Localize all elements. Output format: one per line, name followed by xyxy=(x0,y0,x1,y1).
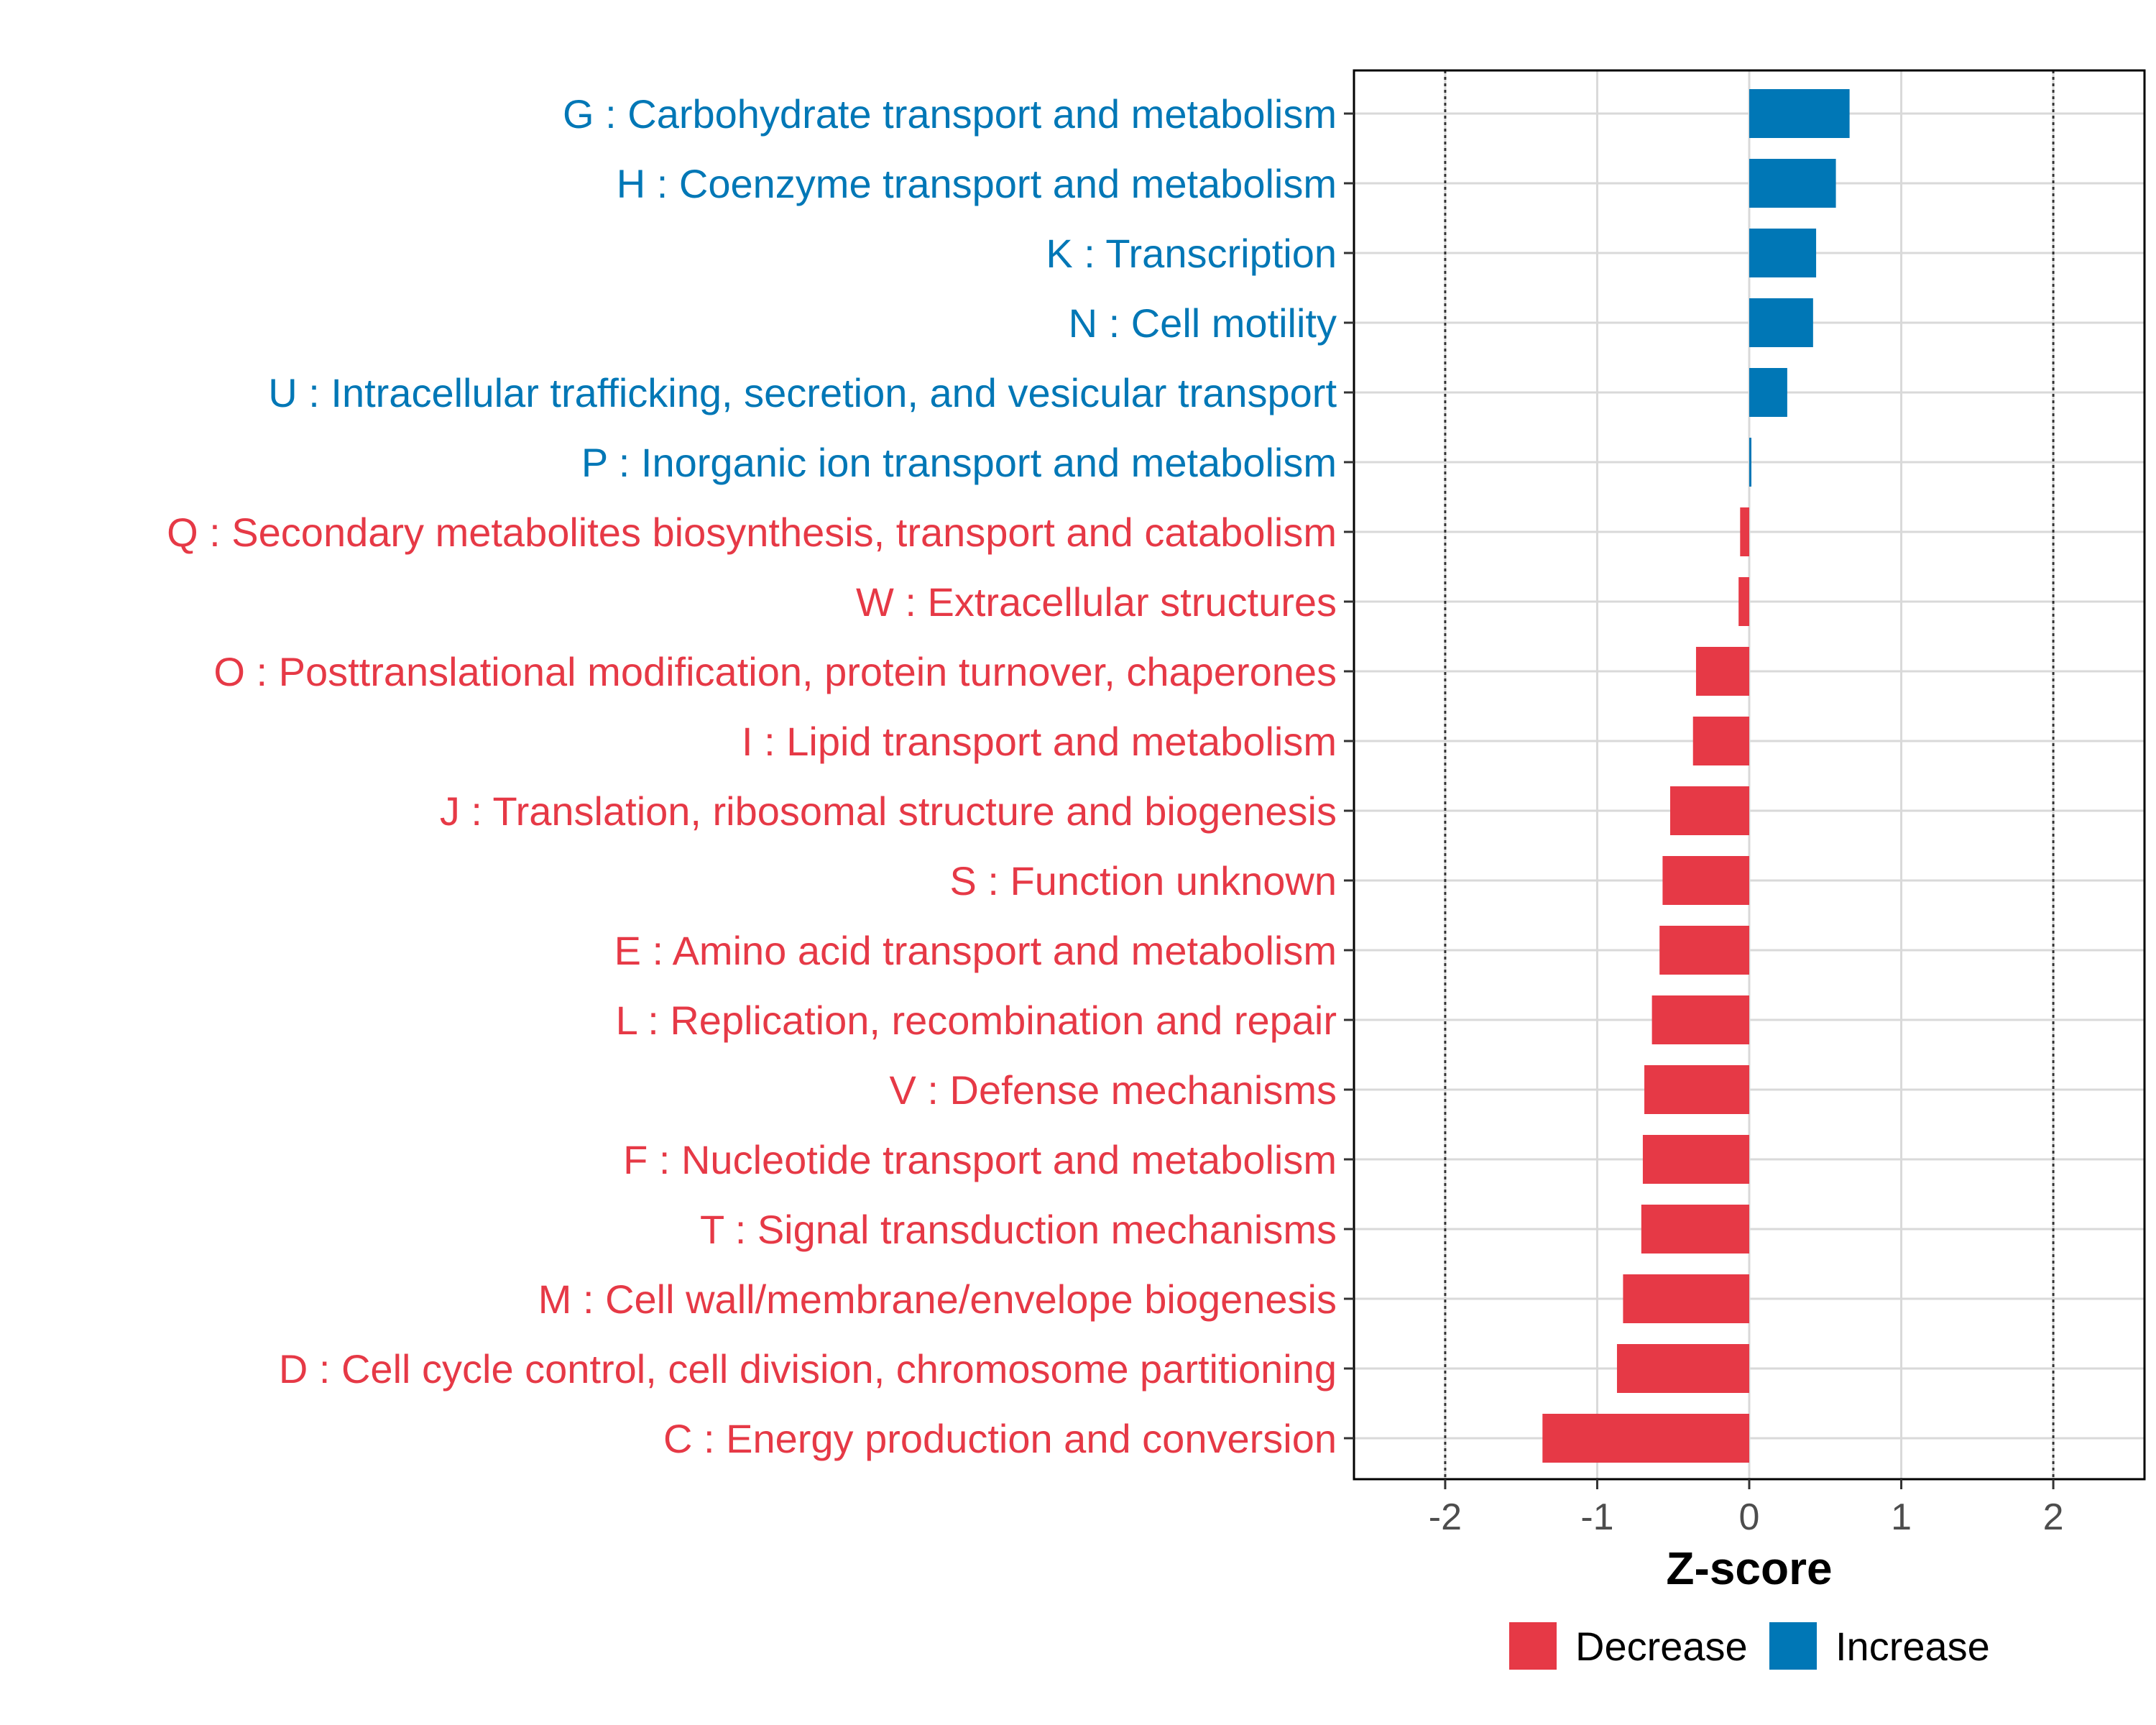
x-tick-label: -2 xyxy=(1429,1496,1462,1538)
bar xyxy=(1740,507,1749,556)
bar xyxy=(1749,89,1850,138)
category-label: S : Function unknown xyxy=(949,858,1337,903)
bar xyxy=(1623,1274,1749,1323)
bar xyxy=(1642,1135,1749,1184)
category-label: U : Intracellular trafficking, secretion… xyxy=(268,370,1337,415)
category-label: M : Cell wall/membrane/envelope biogenes… xyxy=(538,1276,1337,1322)
x-tick-label: 0 xyxy=(1739,1496,1760,1538)
category-label: D : Cell cycle control, cell division, c… xyxy=(279,1346,1337,1392)
category-label: F : Nucleotide transport and metabolism xyxy=(623,1137,1337,1182)
category-label: K : Transcription xyxy=(1046,231,1337,276)
category-label: E : Amino acid transport and metabolism xyxy=(614,928,1337,973)
category-label: Q : Secondary metabolites biosynthesis, … xyxy=(167,510,1337,555)
x-axis-title: Z-score xyxy=(1666,1542,1832,1594)
x-tick-label: 2 xyxy=(2043,1496,2064,1538)
category-label: T : Signal transduction mechanisms xyxy=(700,1207,1337,1252)
bar xyxy=(1749,368,1787,417)
category-label: N : Cell motility xyxy=(1069,300,1337,346)
bar xyxy=(1641,1205,1749,1254)
bar xyxy=(1651,995,1749,1044)
bar xyxy=(1749,229,1817,277)
category-label: G : Carbohydrate transport and metabolis… xyxy=(563,91,1337,137)
grid-layer xyxy=(1354,70,2145,1479)
bar xyxy=(1616,1344,1749,1393)
bar xyxy=(1749,298,1813,347)
category-label: C : Energy production and conversion xyxy=(663,1416,1337,1461)
bar xyxy=(1670,786,1749,835)
category-label: H : Coenzyme transport and metabolism xyxy=(617,161,1337,206)
bar xyxy=(1662,856,1749,905)
category-label: P : Inorganic ion transport and metaboli… xyxy=(581,440,1337,485)
legend-swatch xyxy=(1769,1622,1817,1670)
x-tick-label: -1 xyxy=(1580,1496,1613,1538)
bar xyxy=(1738,577,1749,626)
reference-lines xyxy=(1444,70,2055,1479)
category-label: V : Defense mechanisms xyxy=(890,1067,1337,1113)
bar xyxy=(1749,438,1751,487)
bar xyxy=(1695,647,1749,696)
x-axis: -2 -1 0 1 2 xyxy=(1429,1479,2064,1538)
bar xyxy=(1659,926,1749,975)
category-label: O : Posttranslational modification, prot… xyxy=(213,649,1337,694)
category-label: J : Translation, ribosomal structure and… xyxy=(440,788,1337,834)
bar xyxy=(1644,1065,1749,1114)
bar xyxy=(1692,717,1749,765)
y-axis: G : Carbohydrate transport and metabolis… xyxy=(167,91,1354,1461)
legend-label: Decrease xyxy=(1575,1624,1748,1669)
category-label: L : Replication, recombination and repai… xyxy=(616,998,1337,1043)
x-tick-label: 1 xyxy=(1891,1496,1912,1538)
bar xyxy=(1542,1414,1749,1463)
category-label: I : Lipid transport and metabolism xyxy=(742,719,1337,764)
bar xyxy=(1749,159,1836,208)
legend: Decrease Increase xyxy=(1509,1622,1990,1670)
category-label: W : Extracellular structures xyxy=(856,579,1337,625)
bar-layer xyxy=(1542,89,1850,1463)
legend-swatch xyxy=(1509,1622,1557,1670)
legend-label: Increase xyxy=(1835,1624,1990,1669)
